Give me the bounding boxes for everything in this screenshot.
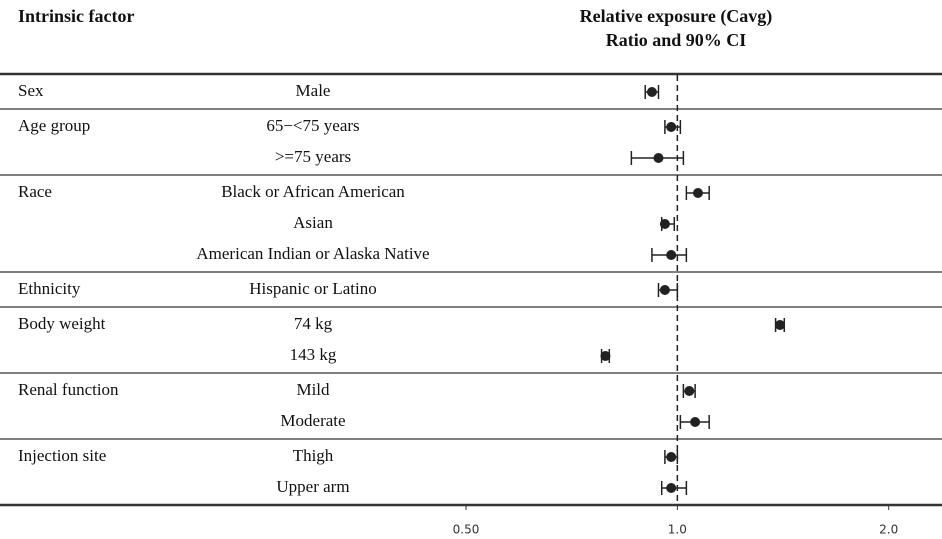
subgroup-label: Moderate <box>280 411 345 430</box>
point-estimate <box>646 87 657 97</box>
point-estimate <box>666 483 677 493</box>
subgroup-label: Black or African American <box>221 182 405 201</box>
group-label: Renal function <box>18 380 119 399</box>
group-label: Body weight <box>18 314 106 333</box>
point-estimate <box>666 122 677 132</box>
subgroup-label: Hispanic or Latino <box>249 279 376 298</box>
point-estimate <box>690 417 701 427</box>
point-estimate <box>666 250 677 260</box>
row-header: Intrinsic factor <box>18 6 134 26</box>
point-estimate <box>653 153 664 163</box>
subgroup-label: 65−<75 years <box>266 116 359 135</box>
x-tick-label: 2.0 <box>879 523 898 537</box>
point-estimate <box>774 320 785 330</box>
point-estimate <box>659 219 670 229</box>
point-estimate <box>666 452 677 462</box>
group-label: Sex <box>18 81 44 100</box>
subgroup-label: 74 kg <box>294 314 333 333</box>
subgroup-label: 143 kg <box>290 345 337 364</box>
subgroup-label: >=75 years <box>275 147 351 166</box>
group-label: Age group <box>18 116 90 135</box>
group-label: Race <box>18 182 52 201</box>
point-estimate <box>659 285 670 295</box>
group-label: Ethnicity <box>18 279 81 298</box>
x-tick-label: 1.0 <box>668 523 687 537</box>
x-title: Ratio and 90% CI <box>606 30 747 50</box>
subgroup-label: American Indian or Alaska Native <box>196 244 429 263</box>
x-title: Relative exposure (Cavg) <box>580 6 773 27</box>
group-label: Injection site <box>18 446 106 465</box>
subgroup-label: Thigh <box>293 446 334 465</box>
subgroup-label: Upper arm <box>276 477 349 496</box>
point-estimate <box>692 188 703 198</box>
x-tick-label: 0.50 <box>453 523 480 537</box>
subgroup-label: Mild <box>296 380 330 399</box>
subgroup-label: Asian <box>293 213 333 232</box>
point-estimate <box>684 386 695 396</box>
subgroup-label: Male <box>296 81 331 100</box>
point-estimate <box>600 351 611 361</box>
